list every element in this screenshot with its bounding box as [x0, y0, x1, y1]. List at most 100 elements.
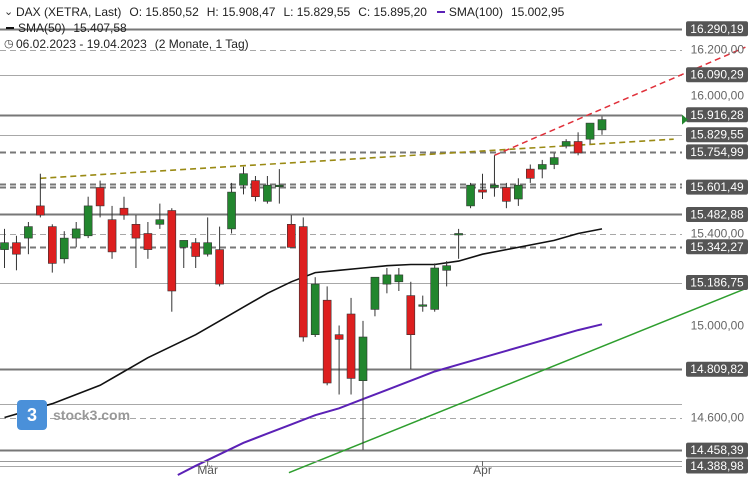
candle[interactable]	[478, 173, 487, 199]
candle-body	[370, 276, 380, 310]
candle-body	[95, 187, 105, 207]
chevron-down-icon[interactable]: ⌄	[4, 6, 14, 18]
candle[interactable]	[537, 159, 547, 179]
candle[interactable]	[549, 153, 559, 170]
sma50-line	[4, 228, 603, 419]
candle-body	[215, 249, 224, 285]
candle[interactable]	[286, 215, 296, 248]
candle-body	[466, 184, 475, 207]
x-tick-label: Apr	[473, 463, 492, 477]
stock3-logo-icon: 3	[17, 400, 47, 430]
candle[interactable]	[382, 268, 392, 294]
candle-body	[263, 184, 272, 202]
level-label: 14.458,39	[686, 442, 748, 458]
candle-body	[107, 219, 117, 253]
candle[interactable]	[418, 295, 428, 312]
candle[interactable]	[406, 281, 416, 370]
candle[interactable]	[95, 180, 105, 218]
x-tick-label: Mär	[197, 463, 218, 477]
candle-body	[12, 242, 21, 255]
candle[interactable]	[275, 169, 284, 204]
y-tick-label: 16.200,00	[691, 43, 745, 57]
candle[interactable]	[36, 173, 45, 218]
candle-body	[322, 299, 332, 384]
level-label-text: 15.342,27	[690, 240, 744, 254]
level-label-text: 14.809,82	[690, 362, 744, 376]
candle-body	[490, 184, 499, 188]
candle[interactable]	[573, 132, 583, 156]
candle[interactable]	[143, 222, 153, 259]
candle-body	[406, 295, 416, 336]
candle[interactable]	[394, 268, 404, 291]
candle[interactable]	[71, 222, 81, 248]
candle[interactable]	[466, 182, 475, 209]
candle[interactable]	[298, 217, 308, 342]
stock3-logo: 3 stock3.com	[17, 400, 130, 430]
candle-body	[561, 141, 571, 147]
legend-row-sma50: SMA(50) 15.407,58	[4, 20, 564, 36]
candle[interactable]	[346, 297, 356, 395]
candle[interactable]	[179, 240, 189, 268]
candle[interactable]	[490, 155, 499, 197]
candle[interactable]	[203, 217, 212, 257]
level-label: 15.186,75	[686, 275, 748, 291]
candle-body	[239, 173, 248, 186]
candle[interactable]	[47, 224, 57, 273]
level-label-text: 16.090,29	[690, 68, 744, 82]
candle[interactable]	[107, 205, 117, 259]
legend-period-note: (2 Monate, 1 Tag)	[154, 37, 249, 51]
candle[interactable]	[454, 228, 463, 259]
candle[interactable]	[119, 196, 129, 220]
candle[interactable]	[514, 178, 523, 206]
candle[interactable]	[239, 166, 248, 195]
candle[interactable]	[502, 182, 511, 209]
candle[interactable]	[215, 226, 224, 287]
candle-body	[442, 265, 451, 271]
candle[interactable]	[167, 208, 177, 312]
legend-period: 06.02.2023 - 19.04.2023	[16, 37, 147, 51]
level-label-text: 14.458,39	[690, 443, 744, 457]
candle-body	[382, 274, 392, 285]
candle-body	[191, 242, 200, 257]
y-tick-label: 15.400,00	[691, 227, 745, 241]
candle[interactable]	[370, 276, 380, 317]
candle-body	[454, 233, 463, 236]
candle[interactable]	[525, 164, 535, 183]
candle[interactable]	[83, 196, 93, 239]
candle[interactable]	[334, 325, 344, 395]
candle[interactable]	[0, 228, 9, 268]
candle[interactable]	[59, 231, 69, 264]
level-label-text: 15.754,99	[690, 145, 744, 159]
current-price-marker	[682, 114, 688, 125]
candle[interactable]	[12, 235, 21, 271]
candle[interactable]	[442, 261, 451, 287]
candle[interactable]	[191, 238, 200, 268]
y-tick-label: 14.600,00	[691, 411, 745, 425]
candle[interactable]	[227, 182, 236, 234]
candle-body	[36, 205, 45, 216]
legend-sma100-label: SMA(100)	[448, 5, 503, 19]
candle[interactable]	[561, 139, 571, 149]
candle[interactable]	[430, 263, 440, 312]
level-label: 14.388,98	[686, 458, 748, 474]
candle[interactable]	[310, 277, 320, 337]
candle-body	[478, 189, 487, 193]
level-label-text: 15.916,28	[690, 108, 744, 122]
level-label-text: 14.388,98	[690, 459, 744, 473]
level-label: 16.290,19	[686, 21, 748, 37]
candle[interactable]	[322, 286, 332, 386]
candle[interactable]	[358, 320, 368, 450]
candle[interactable]	[251, 176, 260, 202]
candle-body	[47, 226, 57, 264]
candle[interactable]	[263, 176, 272, 204]
candle[interactable]	[131, 215, 141, 268]
candle[interactable]	[24, 222, 33, 255]
legend-instrument: DAX (XETRA, Last)	[16, 5, 122, 19]
level-label-text: 16.290,19	[690, 22, 744, 36]
clock-icon: ◷	[4, 38, 14, 50]
candle[interactable]	[597, 116, 607, 135]
candle[interactable]	[585, 122, 595, 144]
candle[interactable]	[155, 203, 165, 229]
